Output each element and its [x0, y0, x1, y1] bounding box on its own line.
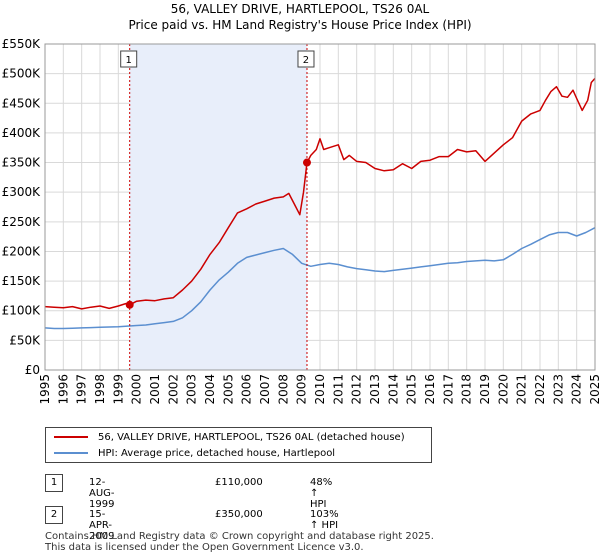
shaded-period — [129, 44, 307, 370]
chart-title-line1: 56, VALLEY DRIVE, HARTLEPOOL, TS26 0AL — [170, 2, 430, 16]
y-tick-label: £100K — [2, 304, 42, 318]
sale-price: £350,000 — [215, 509, 263, 520]
sale-marker-box — [297, 50, 315, 68]
sale-marker-box — [120, 50, 138, 68]
sale-number-badge: 1 — [45, 474, 63, 492]
chart-shaded-period — [129, 44, 307, 370]
x-tick-label: 2019 — [478, 374, 492, 405]
y-tick-label: £500K — [2, 67, 42, 81]
x-tick-label: 1998 — [93, 374, 107, 405]
y-tick-label: £200K — [2, 244, 42, 258]
x-tick-label: 2007 — [258, 374, 272, 405]
x-tick-label: 2014 — [386, 374, 400, 405]
y-tick-label: £0 — [25, 363, 40, 377]
x-tick-label: 2012 — [350, 374, 364, 405]
x-tick-label: 1999 — [111, 374, 125, 405]
chart-series — [44, 77, 596, 330]
legend-swatch-hpi — [54, 452, 88, 454]
chart-axes: £0 £50K £100K £150K £200K £250K £300K £350K £400… — [2, 37, 600, 405]
footer-notice: Contains HM Land Registry data © Crown c… — [45, 531, 434, 553]
sale-date: 15-APR-2009 — [89, 509, 115, 542]
y-tick-label: £50K — [9, 333, 41, 347]
legend-label-hpi: HPI: Average price, detached house, Hart… — [98, 447, 336, 459]
sale-marker-label: 2 — [303, 55, 309, 66]
y-tick-label: £550K — [2, 37, 42, 51]
legend-item-hpi: HPI: Average price, detached house, Hart… — [54, 446, 335, 460]
x-tick-label: 2005 — [221, 374, 235, 405]
x-tick-label: 2020 — [496, 374, 510, 405]
legend-item-property: 56, VALLEY DRIVE, HARTLEPOOL, TS26 0AL (… — [54, 430, 405, 444]
x-tick-label: 1996 — [56, 374, 70, 405]
x-tick-label: 2006 — [240, 374, 254, 405]
x-tick-label: 2016 — [423, 374, 437, 405]
x-tick-label: 2025 — [588, 374, 600, 405]
sale-price: £110,000 — [215, 477, 263, 488]
legend-swatch-property — [54, 436, 88, 438]
sale-marker-dot — [302, 158, 311, 167]
x-tick-label: 2002 — [166, 374, 180, 405]
sale-marker-label: 1 — [126, 55, 132, 66]
chart-grid — [44, 43, 596, 371]
hpi-line — [44, 227, 596, 330]
sale-marker-dot — [125, 300, 134, 309]
x-tick-label: 2023 — [551, 374, 565, 405]
sale-date: 12-AUG-1999 — [89, 477, 115, 510]
y-tick-label: £450K — [2, 96, 42, 110]
x-tick-label: 2018 — [460, 374, 474, 405]
chart-title-line2: Price paid vs. HM Land Registry's House … — [128, 18, 472, 32]
x-tick-label: 2011 — [331, 374, 345, 405]
x-tick-label: 2008 — [276, 374, 290, 405]
x-tick-label: 2013 — [368, 374, 382, 405]
footer-line2: This data is licensed under the Open Gov… — [45, 542, 364, 553]
property-price-line — [44, 77, 596, 310]
x-tick-label: 2009 — [295, 374, 309, 405]
sale-number-badge: 2 — [45, 506, 63, 524]
legend-label-property: 56, VALLEY DRIVE, HARTLEPOOL, TS26 0AL (… — [98, 431, 405, 443]
x-tick-label: 2024 — [570, 374, 584, 405]
x-tick-label: 2010 — [313, 374, 327, 405]
x-tick-label: 2004 — [203, 374, 217, 405]
x-tick-label: 2015 — [405, 374, 419, 405]
sale-hpi-change: 103% ↑ HPI — [310, 509, 339, 531]
y-tick-label: £350K — [2, 156, 42, 170]
plot-frame — [44, 43, 596, 371]
x-tick-label: 2003 — [185, 374, 199, 405]
x-tick-label: 1995 — [38, 374, 52, 405]
footer-line1: Contains HM Land Registry data © Crown c… — [45, 531, 434, 542]
y-tick-label: £400K — [2, 126, 42, 140]
x-tick-label: 2001 — [148, 374, 162, 405]
x-tick-label: 2022 — [533, 374, 547, 405]
x-tick-label: 2000 — [130, 374, 144, 405]
y-tick-label: £250K — [2, 215, 42, 229]
y-tick-label: £150K — [2, 274, 42, 288]
x-tick-label: 2021 — [515, 374, 529, 405]
x-tick-label: 1997 — [75, 374, 89, 405]
sale-hpi-change: 48% ↑ HPI — [310, 477, 333, 510]
x-tick-label: 2017 — [441, 374, 455, 405]
y-tick-label: £300K — [2, 185, 42, 199]
chart-legend: 56, VALLEY DRIVE, HARTLEPOOL, TS26 0AL (… — [45, 427, 432, 463]
